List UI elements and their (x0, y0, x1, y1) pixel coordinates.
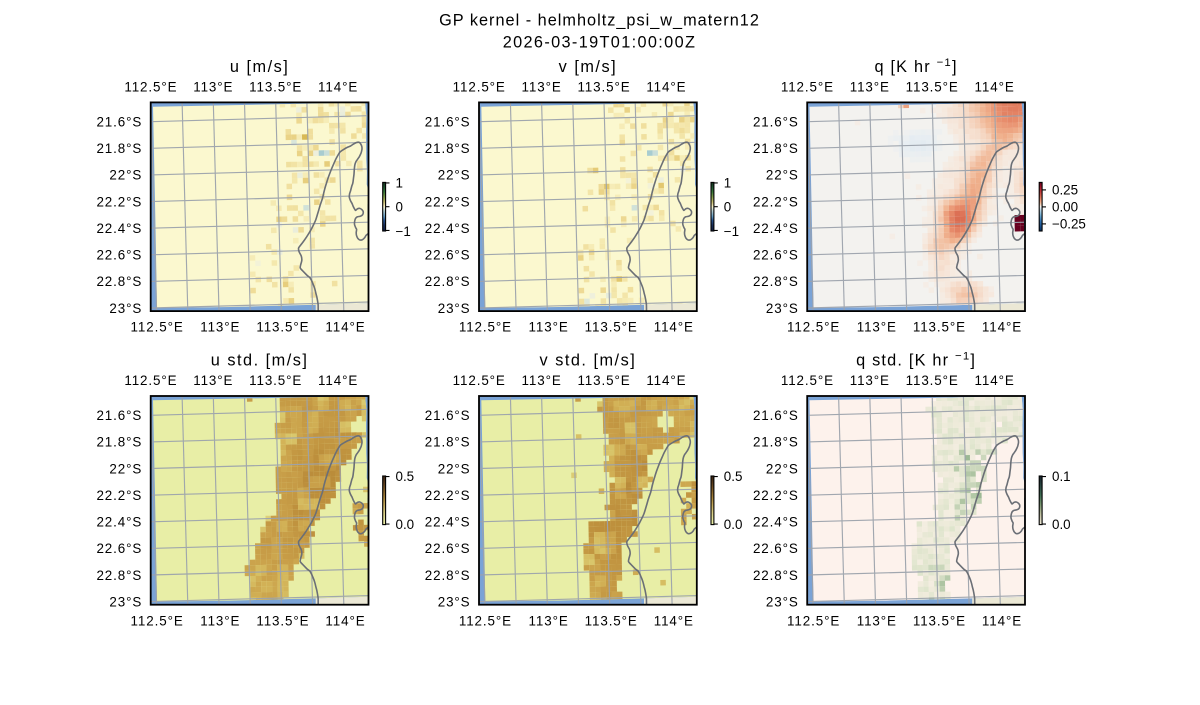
svg-text:−1: −1 (396, 224, 411, 239)
svg-text:0.0: 0.0 (724, 517, 743, 532)
svg-text:0: 0 (724, 200, 731, 215)
svg-text:1: 1 (396, 175, 403, 190)
svg-text:u [m/s]: u [m/s] (230, 58, 289, 76)
svg-text:1: 1 (724, 175, 731, 190)
svg-text:q [K hr −1]: q [K hr −1] (874, 57, 957, 76)
svg-text:0.1: 0.1 (1052, 469, 1071, 484)
svg-text:GP kernel - helmholtz_psi_w_ma: GP kernel - helmholtz_psi_w_matern12 (439, 11, 760, 29)
svg-text:0: 0 (396, 200, 403, 215)
svg-text:0.5: 0.5 (396, 469, 415, 484)
svg-text:−1: −1 (724, 224, 739, 239)
svg-text:0.0: 0.0 (1052, 517, 1071, 532)
svg-text:0.0: 0.0 (396, 517, 415, 532)
svg-text:−0.25: −0.25 (1052, 217, 1086, 232)
svg-text:2026-03-19T01:00:00Z: 2026-03-19T01:00:00Z (503, 34, 697, 52)
svg-text:0.00: 0.00 (1052, 200, 1078, 215)
svg-text:v [m/s]: v [m/s] (559, 58, 617, 76)
svg-text:u std. [m/s]: u std. [m/s] (211, 351, 309, 369)
svg-text:0.5: 0.5 (724, 469, 743, 484)
svg-text:0.25: 0.25 (1052, 183, 1078, 198)
svg-text:v std. [m/s]: v std. [m/s] (540, 351, 637, 369)
svg-text:q std. [K hr −1]: q std. [K hr −1] (856, 350, 976, 369)
